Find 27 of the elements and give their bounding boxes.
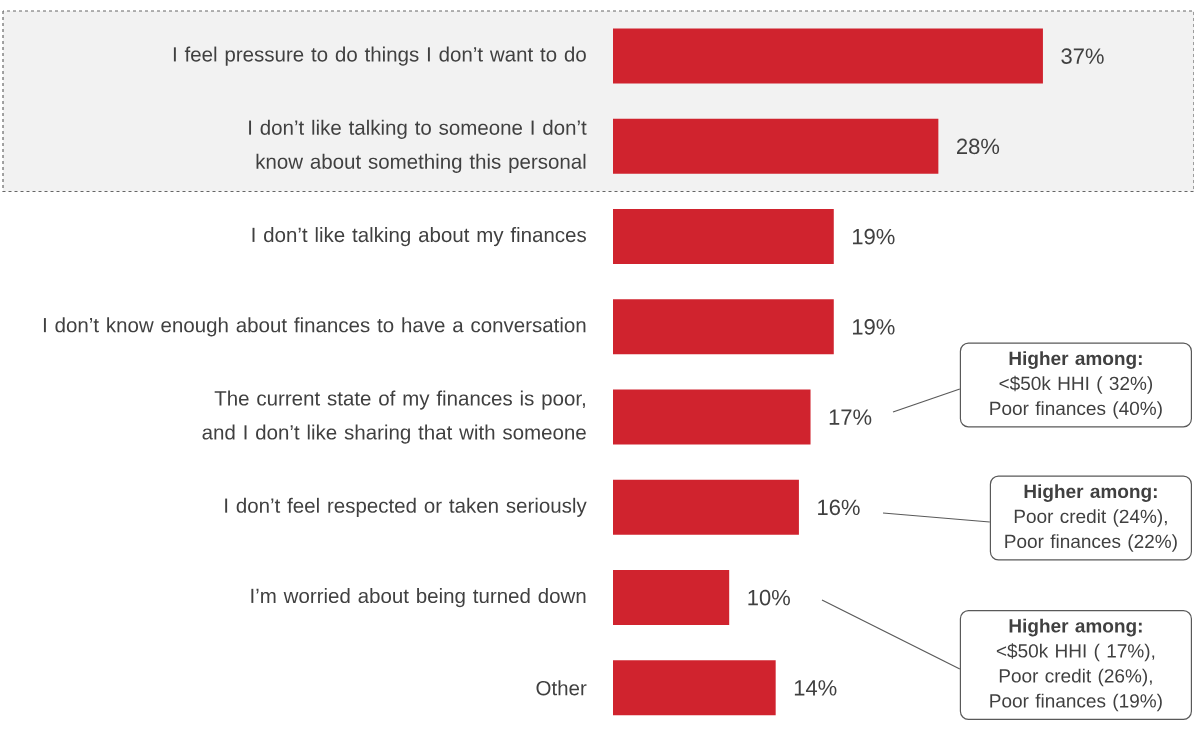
data-label: 14% bbox=[794, 680, 837, 696]
bar bbox=[613, 209, 834, 265]
bar bbox=[613, 479, 799, 535]
y-tick-label: I don’t feel respected or taken seriously bbox=[225, 497, 587, 517]
data-label: 10% bbox=[748, 589, 790, 606]
bar bbox=[613, 570, 730, 626]
y-tick-label: I don’t like talking about my finances bbox=[252, 227, 586, 247]
data-label: 17% bbox=[829, 409, 872, 425]
annotation: Higher among: <$50k HHI ( 17%), Poor credit (26%), Poor finances (19%) bbox=[990, 618, 1162, 712]
y-tick-label: I feel pressure to do things I don’t want to do bbox=[173, 46, 586, 66]
data-label: 16% bbox=[818, 499, 860, 516]
y-tick-label: I’m worried about being turned down bbox=[251, 588, 586, 608]
data-label: 19% bbox=[852, 228, 895, 245]
y-tick-label: I don’t like talking to someone I don’t know about something this personal bbox=[249, 119, 587, 173]
data-label: 19% bbox=[852, 319, 895, 335]
bar bbox=[613, 28, 1043, 84]
bar bbox=[613, 118, 939, 174]
bar bbox=[613, 389, 811, 445]
y-tick-label: Other bbox=[536, 680, 587, 696]
data-label: 37% bbox=[1061, 48, 1104, 64]
data-label: 28% bbox=[957, 138, 1000, 155]
bar bbox=[613, 660, 776, 716]
y-tick-label: I don’t know enough about finances to have a conversation bbox=[43, 317, 586, 337]
y-tick-label: The current state of my finances is poor, and I don’t like sharing that with someone bbox=[202, 390, 586, 444]
annotation: Higher among: Poor credit (24%), Poor finances (22%) bbox=[1005, 484, 1177, 552]
bar bbox=[613, 299, 834, 355]
annotation: Higher among: <$50k HHI ( 32%) Poor finances (40%) bbox=[990, 351, 1162, 419]
